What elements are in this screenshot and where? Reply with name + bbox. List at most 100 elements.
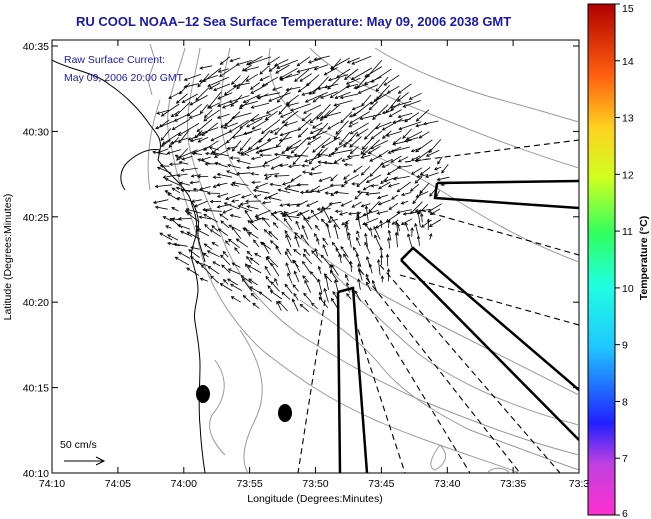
current-vector <box>318 147 328 158</box>
current-vector <box>296 209 310 216</box>
current-vector-head <box>396 98 401 102</box>
current-vector-head <box>171 187 176 192</box>
current-vector-head <box>204 223 208 228</box>
current-vector-head <box>400 221 405 225</box>
dashed-sector-lines <box>297 139 579 473</box>
current-vector <box>233 82 251 87</box>
current-vector-head <box>261 164 266 168</box>
current-vector-head <box>177 224 181 228</box>
current-vector-head <box>371 279 376 284</box>
current-vector-head <box>359 116 364 121</box>
current-vector-head <box>159 164 164 168</box>
current-vector-head <box>294 235 298 240</box>
current-vector-head <box>208 146 213 150</box>
current-vector-head <box>253 239 257 244</box>
current-vector <box>340 246 349 258</box>
current-vector-head <box>235 62 240 66</box>
current-vector <box>264 192 278 200</box>
current-vector <box>247 265 262 274</box>
current-vector <box>217 101 230 107</box>
current-vector-head <box>223 278 227 283</box>
current-vector <box>230 214 241 218</box>
current-vector <box>194 200 208 207</box>
current-vector <box>397 165 412 168</box>
current-vector-head <box>168 144 173 148</box>
current-vector-head <box>331 264 335 268</box>
current-vector <box>250 293 258 300</box>
current-vector <box>293 293 299 301</box>
current-vector-head <box>263 160 268 165</box>
current-vector-head <box>267 285 271 289</box>
current-vector-head <box>211 225 215 229</box>
current-vector <box>278 300 288 312</box>
current-vector <box>175 101 191 117</box>
current-vector-head <box>392 142 397 146</box>
current-vector-head <box>264 176 269 180</box>
current-vector-head <box>386 171 391 175</box>
current-vector-head <box>341 222 345 226</box>
current-vector-head <box>346 60 351 64</box>
current-vector-head <box>316 116 320 120</box>
current-vector <box>225 193 241 200</box>
current-vector-head <box>345 220 349 225</box>
current-vector <box>209 147 220 151</box>
current-vector-head <box>223 202 228 206</box>
current-vector <box>287 273 293 284</box>
current-vector <box>209 82 221 90</box>
current-vector <box>428 139 442 153</box>
current-vector-head <box>268 230 273 235</box>
current-vector <box>291 137 309 154</box>
current-vector <box>256 148 271 154</box>
current-vector-head <box>313 67 318 71</box>
current-vector <box>251 156 261 160</box>
current-vector-head <box>301 163 305 168</box>
current-vector-head <box>323 273 328 277</box>
current-vector-head <box>170 140 175 145</box>
current-vector-head <box>226 170 230 174</box>
current-vector-head <box>394 231 399 236</box>
current-vector <box>340 111 353 123</box>
current-vector <box>380 220 383 228</box>
current-vector-head <box>385 253 390 258</box>
current-vector <box>155 206 168 210</box>
current-vector <box>407 233 413 248</box>
current-vector-head <box>250 292 255 297</box>
current-vector-head <box>270 212 275 217</box>
current-vector <box>248 56 272 65</box>
current-vector-head <box>403 139 408 143</box>
current-vector-head <box>227 238 232 243</box>
current-vector <box>409 92 422 100</box>
current-vector <box>356 237 361 247</box>
current-vector-head <box>176 173 181 177</box>
current-vector-head <box>303 248 308 253</box>
current-vector-head <box>391 196 395 200</box>
current-vector <box>378 149 389 158</box>
current-vector-head <box>351 182 355 186</box>
current-vector-head <box>175 100 180 104</box>
current-vector-head <box>419 171 424 176</box>
current-vector <box>417 236 420 246</box>
current-vector <box>310 209 319 221</box>
current-vector-head <box>301 117 306 122</box>
current-vector-head <box>214 161 219 166</box>
current-vector <box>228 238 240 249</box>
current-vector <box>343 174 350 180</box>
bathymetry-contours <box>147 43 579 473</box>
current-vector <box>322 244 329 257</box>
current-vector-head <box>190 256 194 260</box>
current-vector-head <box>273 174 278 178</box>
current-vector-head <box>228 224 232 228</box>
colorbar-label: Temperature (°C) <box>638 216 650 301</box>
current-vector <box>236 59 253 66</box>
current-vector <box>352 247 359 256</box>
current-vector-head <box>294 78 298 82</box>
current-vector <box>184 83 199 88</box>
current-vector-head <box>301 170 306 175</box>
current-vector <box>401 200 409 204</box>
current-vector-head <box>231 226 235 231</box>
current-vector <box>274 121 289 135</box>
current-vector-head <box>334 95 339 99</box>
current-vector <box>382 164 390 168</box>
current-vector <box>403 100 421 108</box>
current-vector-head <box>390 149 395 153</box>
